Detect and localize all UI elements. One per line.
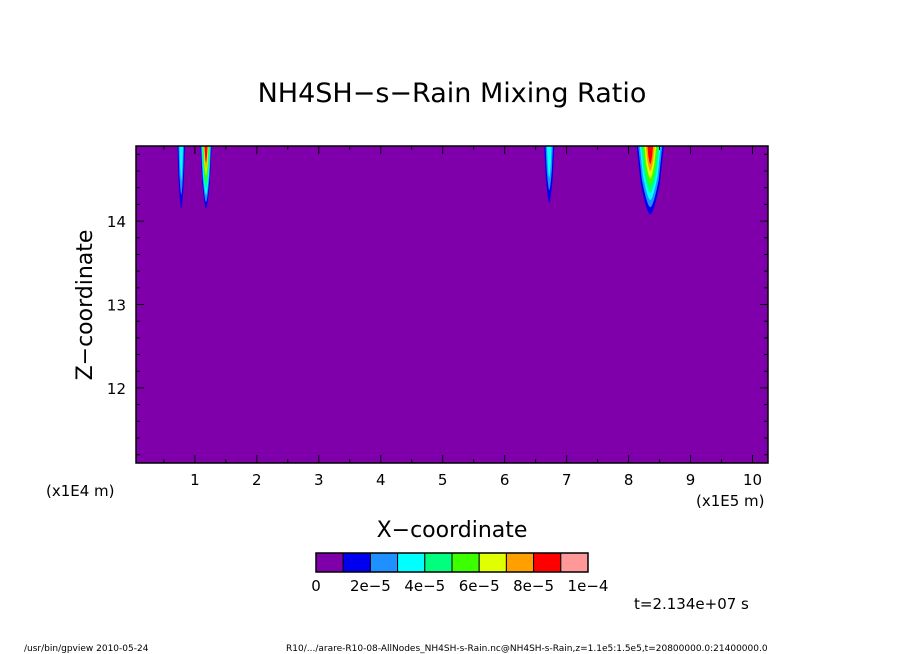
colorbar-label: 1e−4	[568, 577, 609, 595]
y-tick-label: 12	[107, 380, 126, 398]
colorbar-label: 2e−5	[350, 577, 391, 595]
x-tick-label: 7	[562, 471, 572, 489]
plume	[636, 146, 664, 215]
colorbar-frame	[315, 552, 589, 573]
footer-left: /usr/bin/gpview 2010-05-24	[24, 644, 149, 654]
x-axis-label: X−coordinate	[377, 518, 528, 543]
plume-contour	[647, 146, 654, 165]
colorbar-swatch	[560, 552, 589, 573]
y-tick-label: 13	[107, 297, 126, 315]
x-tick-label: 9	[686, 471, 696, 489]
colorbar-label: 0	[311, 577, 321, 595]
time-label: t=2.134e+07 s	[634, 595, 749, 613]
colorbar-label: 8e−5	[513, 577, 554, 595]
x-tick-label: 2	[252, 471, 262, 489]
x-tick-label: 6	[500, 471, 510, 489]
x-unit-right: (x1E5 m)	[696, 492, 765, 510]
plume	[544, 146, 555, 203]
x-tick-label: 3	[314, 471, 324, 489]
plume	[200, 146, 212, 209]
x-tick-label: 10	[743, 471, 762, 489]
x-tick-label: 1	[190, 471, 200, 489]
colorbar-swatch	[342, 552, 371, 573]
plume-contour	[204, 146, 208, 163]
x-unit-left: (x1E4 m)	[46, 482, 115, 500]
colorbar-swatch	[397, 552, 426, 573]
colorbar-swatch	[451, 552, 480, 573]
colorbar: 0 2e−5 4e−5 6e−5 8e−5 1e−4	[311, 552, 609, 595]
plot-background	[136, 146, 768, 463]
chart-title: NH4SH−s−Rain Mixing Ratio	[258, 78, 647, 109]
x-tick-label: 5	[438, 471, 448, 489]
colorbar-swatch	[505, 552, 535, 573]
y-axis-label: Z−coordinate	[73, 230, 98, 381]
plume	[177, 146, 185, 209]
colorbar-swatch	[369, 552, 399, 573]
colorbar-swatch	[478, 552, 507, 573]
y-tick-label: 14	[107, 213, 126, 231]
plume-contour	[546, 146, 552, 178]
x-tick-label: 4	[376, 471, 386, 489]
footer-right: R10/.../arare-R10-08-AllNodes_NH4SH-s-Ra…	[286, 644, 768, 654]
colorbar-swatch	[315, 552, 344, 573]
colorbar-swatch	[424, 552, 453, 573]
colorbar-swatch	[533, 552, 562, 573]
x-tick-label: 8	[624, 471, 634, 489]
plume-contour	[179, 146, 183, 181]
colorbar-label: 6e−5	[459, 577, 500, 595]
colorbar-label: 4e−5	[404, 577, 445, 595]
